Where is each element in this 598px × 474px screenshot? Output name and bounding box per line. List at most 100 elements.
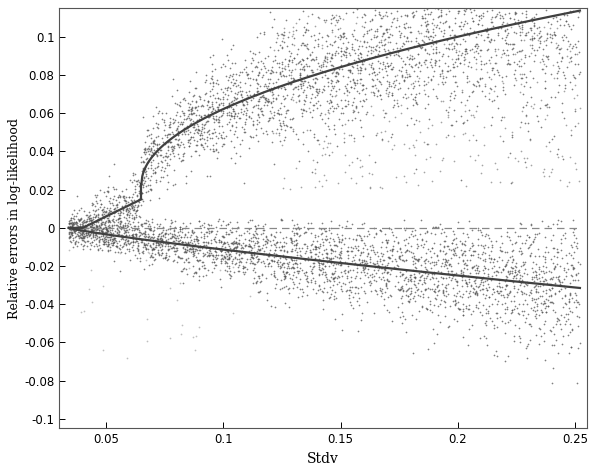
Point bbox=[346, 273, 355, 281]
Point bbox=[226, 78, 236, 86]
Point bbox=[365, 184, 374, 192]
Point bbox=[404, 72, 413, 80]
Point bbox=[379, 46, 389, 53]
Point bbox=[315, 271, 324, 278]
Point bbox=[320, 262, 329, 270]
Point bbox=[150, 224, 159, 231]
Point bbox=[246, 115, 256, 122]
Point bbox=[258, 129, 268, 137]
Point bbox=[251, 76, 261, 83]
Point bbox=[573, 379, 582, 386]
Point bbox=[462, 79, 472, 86]
Point bbox=[210, 224, 220, 231]
Point bbox=[242, 227, 252, 235]
Point bbox=[180, 249, 190, 256]
Point bbox=[480, 262, 489, 270]
Point bbox=[370, 68, 379, 76]
Point bbox=[469, 27, 478, 35]
Point bbox=[477, 231, 487, 239]
Point bbox=[80, 226, 89, 234]
Point bbox=[557, 152, 566, 159]
Point bbox=[123, 198, 133, 205]
Point bbox=[109, 234, 118, 242]
Point bbox=[65, 233, 75, 241]
Point bbox=[93, 230, 103, 237]
Point bbox=[426, 264, 436, 272]
Point bbox=[505, 317, 514, 324]
Point bbox=[208, 51, 218, 59]
Point bbox=[209, 145, 218, 153]
Point bbox=[560, 264, 569, 272]
Point bbox=[423, 124, 432, 131]
Point bbox=[203, 110, 213, 118]
Point bbox=[212, 255, 221, 263]
Point bbox=[171, 135, 181, 143]
Point bbox=[333, 17, 343, 24]
Point bbox=[143, 187, 152, 194]
Point bbox=[365, 183, 375, 191]
Point bbox=[276, 215, 285, 223]
Point bbox=[69, 228, 78, 235]
Point bbox=[78, 223, 87, 230]
Point bbox=[554, 248, 563, 256]
Point bbox=[258, 88, 267, 96]
Point bbox=[175, 112, 184, 119]
Point bbox=[144, 132, 154, 139]
Point bbox=[375, 47, 385, 55]
Point bbox=[248, 94, 258, 102]
Point bbox=[255, 243, 264, 250]
Point bbox=[258, 60, 267, 67]
Point bbox=[461, 46, 471, 53]
Point bbox=[170, 180, 179, 188]
Point bbox=[78, 235, 87, 242]
Point bbox=[186, 133, 196, 141]
Point bbox=[527, 32, 537, 39]
Point bbox=[517, 290, 527, 297]
Point bbox=[352, 88, 362, 95]
Point bbox=[238, 264, 248, 272]
Point bbox=[194, 127, 204, 134]
Point bbox=[171, 247, 181, 255]
Point bbox=[299, 86, 309, 94]
Point bbox=[153, 148, 163, 155]
Point bbox=[444, 260, 453, 268]
Point bbox=[263, 252, 273, 259]
Point bbox=[526, 83, 535, 91]
Point bbox=[91, 222, 101, 229]
Point bbox=[399, 172, 408, 179]
Point bbox=[441, 262, 450, 269]
Point bbox=[467, 88, 477, 96]
Point bbox=[322, 37, 331, 45]
Point bbox=[520, 258, 530, 266]
Point bbox=[327, 273, 336, 281]
Point bbox=[263, 95, 273, 102]
Point bbox=[270, 272, 279, 279]
Point bbox=[77, 231, 87, 239]
Point bbox=[224, 109, 234, 116]
Point bbox=[500, 10, 509, 18]
Point bbox=[512, 29, 521, 36]
Point bbox=[89, 220, 99, 228]
Point bbox=[151, 176, 160, 183]
Point bbox=[545, 280, 555, 288]
Point bbox=[164, 236, 173, 243]
Point bbox=[373, 75, 382, 82]
Point bbox=[547, 136, 557, 143]
Point bbox=[534, 311, 544, 319]
Point bbox=[248, 230, 258, 238]
Point bbox=[559, 266, 569, 273]
Point bbox=[179, 242, 189, 249]
Point bbox=[111, 201, 121, 209]
Point bbox=[561, 310, 570, 318]
Point bbox=[445, 302, 454, 310]
Point bbox=[296, 60, 306, 68]
Point bbox=[237, 87, 247, 94]
Point bbox=[383, 137, 393, 145]
Point bbox=[550, 93, 560, 101]
Point bbox=[446, 66, 455, 73]
Point bbox=[238, 264, 248, 272]
Point bbox=[542, 112, 552, 119]
Point bbox=[460, 237, 470, 245]
Point bbox=[108, 216, 117, 224]
Point bbox=[129, 215, 139, 222]
